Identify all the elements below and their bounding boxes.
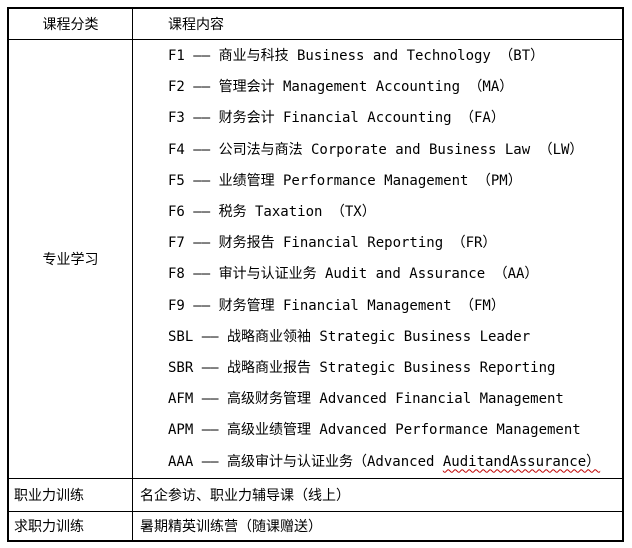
course-item-f2: F2 —— 管理会计 Management Accounting （MA） [168, 79, 514, 96]
career-category-cell: 职业力训练 [9, 479, 133, 511]
course-item-apm: APM —— 高级业绩管理 Advanced Performance Manag… [168, 422, 581, 439]
job-content-cell: 暑期精英训练营（随课赠送） [133, 512, 622, 540]
header-content-cell: 课程内容 [133, 9, 622, 39]
table-header-row: 课程分类 课程内容 [9, 9, 622, 39]
course-table: 课程分类 课程内容 专业学习 F1 —— 商业与科技 Business and … [7, 7, 624, 542]
job-category-label: 求职力训练 [14, 519, 84, 535]
course-item-f9: F9 —— 财务管理 Financial Management （FM） [168, 297, 505, 314]
course-item-aaa: AAA —— 高级审计与认证业务（Advanced AuditandAssura… [168, 453, 601, 470]
career-content-cell: 名企参访、职业力辅导课（线上） [133, 479, 622, 511]
job-category-cell: 求职力训练 [9, 512, 133, 540]
professional-category-cell: 专业学习 [9, 40, 133, 478]
course-item-sbl: SBL —— 战略商业领袖 Strategic Business Leader [168, 328, 531, 345]
professional-study-row: 专业学习 F1 —— 商业与科技 Business and Technology… [9, 39, 622, 478]
header-category-label: 课程分类 [42, 17, 99, 33]
course-item-f8: F8 —— 审计与认证业务 Audit and Assurance （AA） [168, 266, 539, 283]
course-item-f1: F1 —— 商业与科技 Business and Technology （BT） [168, 48, 545, 64]
career-content-label: 名企参访、职业力辅导课（线上） [140, 488, 350, 504]
header-category-cell: 课程分类 [9, 9, 133, 39]
career-category-label: 职业力训练 [14, 488, 84, 504]
professional-category-label: 专业学习 [42, 252, 99, 268]
professional-courses-cell: F1 —— 商业与科技 Business and Technology （BT）… [133, 40, 622, 478]
course-item-f4: F4 —— 公司法与商法 Corporate and Business Law … [168, 141, 584, 158]
course-item-afm: AFM —— 高级财务管理 Advanced Financial Managem… [168, 391, 564, 408]
course-item-f7: F7 —— 财务报告 Financial Reporting （FR） [168, 235, 497, 252]
career-training-row: 职业力训练 名企参访、职业力辅导课（线上） [9, 478, 622, 511]
course-item-f5: F5 —— 业绩管理 Performance Management （PM） [168, 172, 522, 189]
spellcheck-underlined-text: AuditandAssurance） [442, 453, 601, 470]
course-item-f6: F6 —— 税务 Taxation （TX） [168, 204, 376, 221]
job-content-label: 暑期精英训练营（随课赠送） [140, 519, 322, 535]
course-item-f3: F3 —— 财务会计 Financial Accounting （FA） [168, 110, 505, 127]
course-item-sbr: SBR —— 战略商业报告 Strategic Business Reporti… [168, 360, 556, 377]
header-content-label: 课程内容 [168, 17, 224, 33]
job-training-row: 求职力训练 暑期精英训练营（随课赠送） [9, 511, 622, 540]
